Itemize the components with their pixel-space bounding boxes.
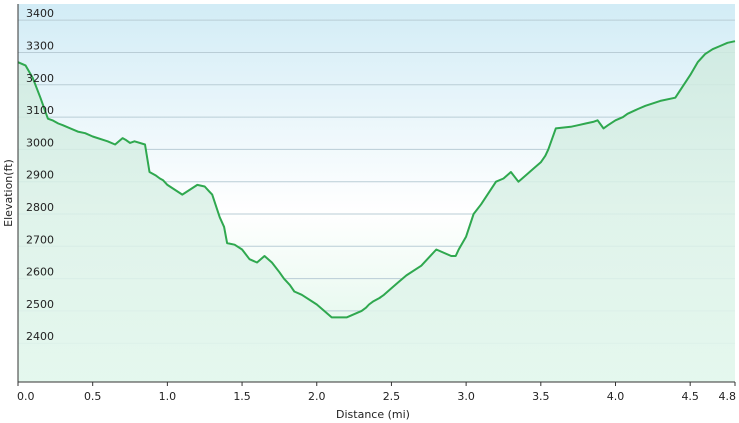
x-tick-labels: 0.0 0.5 1.0 1.5 2.0 2.5 3.0 3.5 4.0 4.5 4.8 (17, 382, 736, 403)
x-axis-label: Distance (mi) (336, 408, 410, 421)
y-tick-label: 2900 (26, 169, 54, 182)
y-tick-label: 3400 (26, 7, 54, 20)
x-tick-label: 4.5 (681, 390, 699, 403)
x-tick-label: 4.8 (719, 390, 737, 403)
x-tick-label: 2.5 (383, 390, 401, 403)
y-tick-label: 3100 (26, 104, 54, 117)
elevation-area (18, 41, 735, 382)
y-tick-label: 2800 (26, 201, 54, 214)
y-tick-label: 3300 (26, 39, 54, 52)
x-tick-label: 0.5 (84, 390, 102, 403)
elevation-line (17, 40, 736, 319)
x-tick-label: 3.0 (457, 390, 475, 403)
y-axis-label: Elevation(ft) (2, 159, 15, 227)
x-tick-label: 1.5 (233, 390, 251, 403)
x-tick-label: 3.5 (532, 390, 550, 403)
y-tick-labels: 2400 2500 2600 2700 2800 2900 3000 3100 3200 3300… (26, 7, 54, 343)
x-tick-label: 0.0 (17, 390, 35, 403)
y-tick-label: 2700 (26, 233, 54, 246)
y-tick-label: 2500 (26, 298, 54, 311)
y-tick-label: 3200 (26, 72, 54, 85)
y-tick-label: 2400 (26, 330, 54, 343)
y-tick-label: 3000 (26, 136, 54, 149)
y-tick-label: 2600 (26, 266, 54, 279)
x-tick-label: 2.0 (308, 390, 326, 403)
x-tick-label: 1.0 (159, 390, 177, 403)
x-tick-label: 4.0 (607, 390, 625, 403)
